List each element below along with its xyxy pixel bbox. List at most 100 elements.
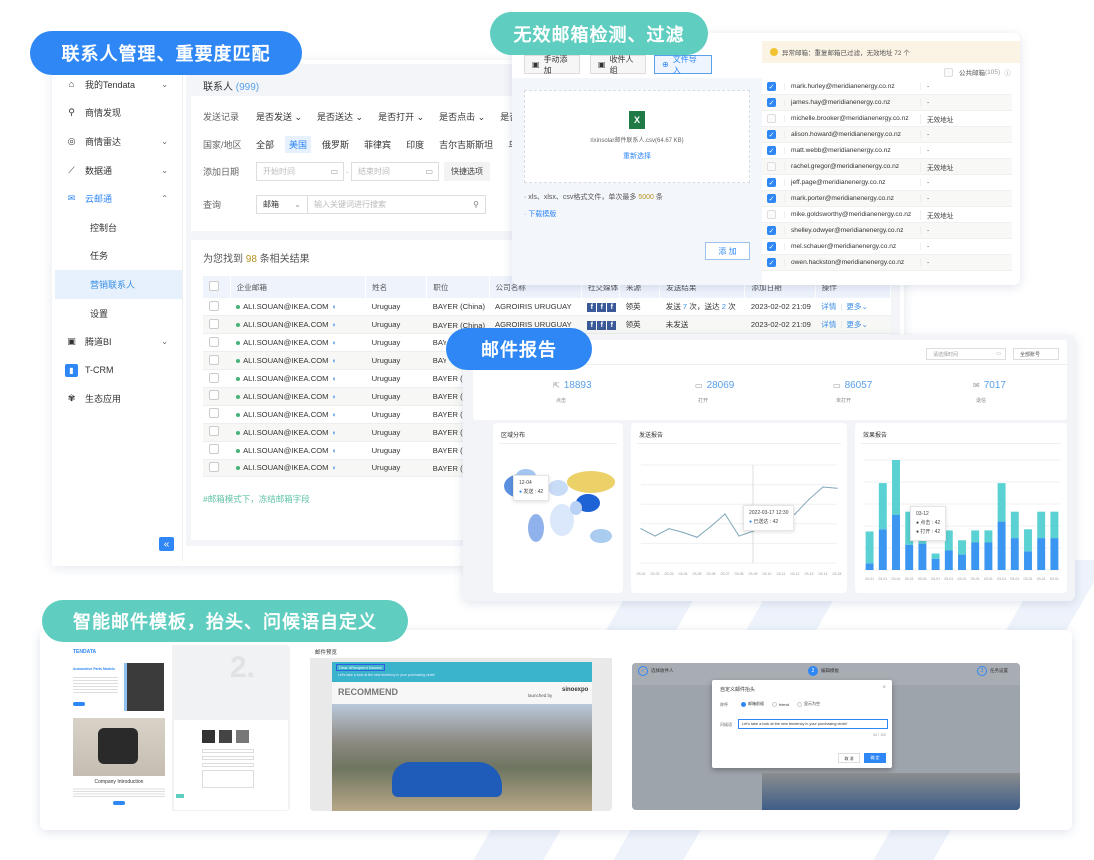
account-select[interactable]: 全部账号 [1013, 348, 1059, 360]
email-checkbox[interactable] [767, 162, 776, 171]
email-checkbox[interactable] [767, 210, 776, 219]
dropzone[interactable]: X rixinsolar邮件联系人.csv(64.67 KB) 重新选择 [524, 90, 750, 183]
facebook-icon[interactable]: f [607, 302, 617, 312]
facebook-icon[interactable]: f [597, 320, 607, 330]
email-row[interactable]: ✓ mark.porter@meridianenergy.co.nz - [762, 191, 1012, 207]
sidebar-item[interactable]: ▣ 腾道BI ⌄ [55, 327, 182, 356]
country-option[interactable]: 美国 [285, 136, 312, 153]
sidebar-subitem[interactable]: 设置 [90, 308, 109, 319]
import-tab[interactable]: ▣ 收件人组 [590, 55, 646, 75]
email-row[interactable]: mike.goldsworthy@meridianenergy.co.nz 无效地… [762, 207, 1012, 223]
reselect-link[interactable]: 重新选择 [623, 153, 651, 160]
row-checkbox[interactable] [209, 372, 219, 383]
salutation-radio[interactable]: 显示为空 [797, 701, 820, 707]
send-filter-dropdown[interactable]: 是否 [500, 112, 519, 122]
public-mail-toggle[interactable]: 公共邮箱 (105) ⓘ [944, 67, 1011, 77]
date-range-input[interactable]: 请选择时间 ▭ [926, 348, 1006, 360]
cancel-button[interactable]: 取 消 [838, 753, 860, 763]
import-tab[interactable]: ▣ 手动添加 [524, 55, 580, 75]
salutation-radio[interactable]: 邮箱前缀 [741, 701, 764, 707]
send-filter-dropdown[interactable]: 是否发送 ⌄ [256, 112, 303, 122]
email-checkbox[interactable]: ✓ [767, 242, 776, 251]
email-row[interactable]: ✓ owen.hackston@meridianenergy.co.nz - [762, 255, 1012, 271]
upload-area: X rixinsolar邮件联系人.csv(64.67 KB) 重新选择 · x… [512, 78, 762, 285]
email-checkbox[interactable]: ✓ [767, 226, 776, 235]
close-icon[interactable]: × [882, 685, 886, 691]
table-row[interactable]: ALI.SOUAN@IKEA.COM ◖ Uruguay BAYER (China) A… [203, 298, 891, 317]
email-row[interactable]: ✓ alison.howard@meridianenergy.co.nz - [762, 127, 1012, 143]
email-row[interactable]: ✓ mark.hurley@meridianenergy.co.nz - [762, 79, 1012, 95]
email-row[interactable]: rachel.gregor@meridianenergy.co.nz 无效地址 [762, 159, 1012, 175]
query-type-select[interactable]: 邮箱 ⌄ [256, 195, 308, 214]
greeting-input[interactable]: Let's take a look at the new tendency in… [738, 719, 888, 729]
row-checkbox[interactable] [209, 354, 219, 365]
facebook-icon[interactable]: f [587, 302, 597, 312]
sidebar-item[interactable]: ◎ 商情雷达 ⌄ [55, 127, 182, 156]
send-filter-dropdown[interactable]: 是否送达 ⌄ [317, 112, 364, 122]
row-checkbox[interactable] [209, 461, 219, 472]
country-option[interactable]: 吉尔吉斯斯坦 [439, 140, 494, 150]
send-filter-dropdown[interactable]: 是否点击 ⌄ [439, 112, 486, 122]
facebook-icon[interactable]: f [587, 320, 597, 330]
email-checkbox[interactable]: ✓ [767, 194, 776, 203]
sidebar-item[interactable]: ▮ T-CRM [55, 356, 182, 385]
sidebar-item[interactable]: ⌂ 我的Tendata ⌄ [55, 70, 182, 99]
email-row[interactable]: ✓ james.hay@meridianenergy.co.nz - [762, 95, 1012, 111]
confirm-button[interactable]: 确 定 [864, 753, 886, 763]
email-row[interactable]: michelle.brooker@meridianenergy.co.nz 无效地… [762, 111, 1012, 127]
country-option[interactable]: 印度 [406, 140, 425, 150]
x-tick-label: 03-01 [931, 577, 940, 581]
detail-link[interactable]: 详情 [821, 302, 837, 312]
email-row[interactable]: ✓ jeff.page@meridianenergy.co.nz - [762, 175, 1012, 191]
template-editor-thumb[interactable]: TENDATA Automotive Parts Models Company … [66, 645, 290, 811]
end-date-input[interactable]: 结束时间 ▭ [351, 162, 439, 181]
send-filter-dropdown[interactable]: 是否打开 ⌄ [378, 112, 425, 122]
download-template-link[interactable]: · 下载模版 [524, 211, 557, 218]
detail-link[interactable]: 详情 [821, 320, 837, 330]
email-row[interactable]: ✓ matt.webb@meridianenergy.co.nz - [762, 143, 1012, 159]
email-checkbox[interactable]: ✓ [767, 98, 776, 107]
start-date-input[interactable]: 开始时间 ▭ [256, 162, 344, 181]
column-header: 姓名 [365, 276, 428, 298]
search-input[interactable]: 输入关键词进行搜索 ⚲ [308, 195, 486, 214]
import-tab[interactable]: ⊕ 文件导入 [654, 55, 712, 75]
sidebar-item[interactable]: ⟋ 数据通 ⌄ [55, 156, 182, 185]
add-button[interactable]: 添 加 [705, 242, 750, 260]
country-option[interactable]: 俄罗斯 [322, 140, 350, 150]
more-dropdown[interactable]: 更多⌄ [846, 302, 868, 312]
row-checkbox[interactable] [209, 336, 219, 347]
collapse-sidebar-button[interactable]: « [159, 537, 174, 551]
email-checkbox[interactable]: ✓ [767, 82, 776, 91]
email-row[interactable]: ✓ shelley.odwyer@meridianenergy.co.nz - [762, 223, 1012, 239]
country-option[interactable]: 全部 [256, 140, 275, 150]
country-option[interactable]: 菲律宾 [364, 140, 392, 150]
map-tip-date: 12-04 [519, 480, 532, 486]
email-checkbox[interactable]: ✓ [767, 130, 776, 139]
quick-options-button[interactable]: 快捷选项 [444, 162, 490, 181]
salutation-radio[interactable]: friend [772, 701, 789, 707]
select-all-checkbox[interactable] [209, 281, 219, 291]
row-checkbox[interactable] [209, 408, 219, 419]
email-preview-thumb[interactable]: 邮件预览 Dear #Recipient Name# Let's take a … [310, 645, 612, 811]
row-checkbox[interactable] [209, 318, 219, 329]
custom-header-thumb[interactable]: 自定义邮件抬头 × 称呼 邮箱前缀 friend 显示为空 问候语 Let's ta… [632, 663, 1020, 810]
email-checkbox[interactable]: ✓ [767, 258, 776, 267]
facebook-icon[interactable]: f [607, 320, 617, 330]
sidebar-item[interactable]: ✉ 云邮通 ⌃ [55, 184, 182, 213]
email-checkbox[interactable]: ✓ [767, 178, 776, 187]
public-mail-checkbox[interactable] [944, 67, 953, 77]
sidebar-item[interactable]: ✾ 生态应用 [55, 385, 182, 414]
email-row[interactable]: ✓ mel.schauer@meridianenergy.co.nz - [762, 239, 1012, 255]
row-checkbox[interactable] [209, 390, 219, 401]
sidebar-subitem[interactable]: 控制台 [90, 222, 118, 233]
row-checkbox[interactable] [209, 300, 219, 311]
sidebar-subitem[interactable]: 营销联系人 [55, 270, 182, 299]
row-checkbox[interactable] [209, 444, 219, 455]
email-checkbox[interactable]: ✓ [767, 146, 776, 155]
row-checkbox[interactable] [209, 426, 219, 437]
more-dropdown[interactable]: 更多⌄ [846, 320, 868, 330]
facebook-icon[interactable]: f [597, 302, 607, 312]
sidebar-item[interactable]: ⚲ 商情发现 [55, 99, 182, 128]
sidebar-subitem[interactable]: 任务 [90, 251, 109, 262]
email-checkbox[interactable] [767, 114, 776, 123]
